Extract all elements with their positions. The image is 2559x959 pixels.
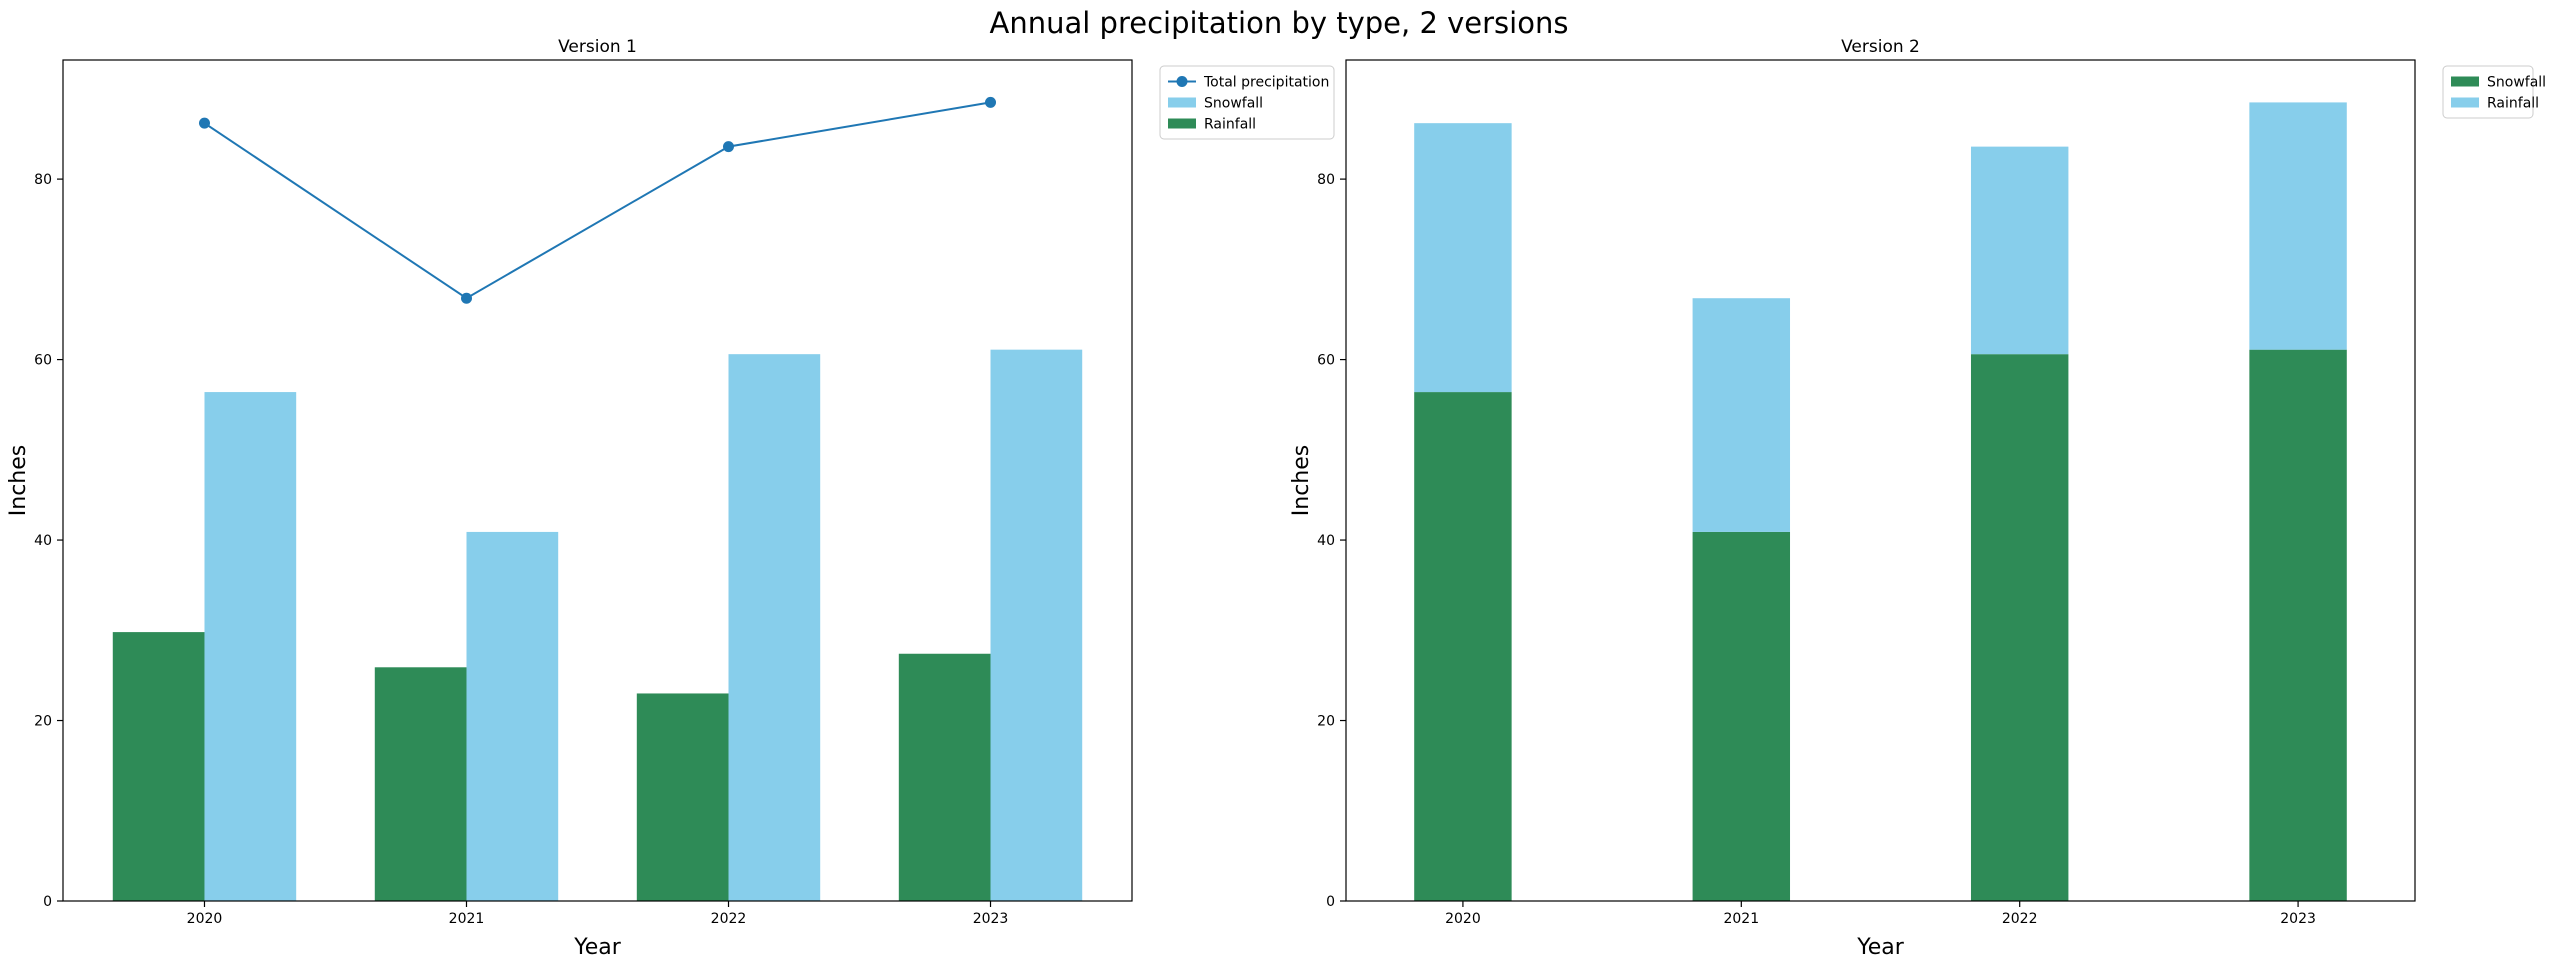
point-total-2022 — [723, 141, 734, 153]
bar-snowfall-2022 — [1970, 354, 2069, 901]
y-tick-label: 0 — [1326, 894, 1335, 910]
x-axis-label: Year — [573, 935, 622, 959]
legend-marker-total-precipitation — [1176, 76, 1188, 87]
bar-rainfall-2020 — [1414, 123, 1512, 393]
legend: Snowfall Rainfall — [2442, 65, 2546, 119]
bar-snowfall-2021 — [1692, 531, 1791, 901]
legend-label-rainfall: Rainfall — [1204, 117, 1256, 133]
legend-label-rainfall: Rainfall — [2487, 96, 2539, 112]
legend-swatch-snowfall — [2451, 76, 2479, 87]
bar-rainfall-2022 — [636, 693, 729, 901]
figure-title: Annual precipitation by type, 2 versions — [990, 6, 1569, 40]
y-axis-label: Inches — [6, 445, 31, 516]
x-tick-label-2022: 2022 — [2002, 911, 2038, 927]
y-tick-label: 80 — [34, 172, 52, 188]
x-tick-label-2022: 2022 — [711, 911, 747, 927]
bar-snowfall-2020 — [204, 392, 297, 901]
legend-label-snowfall: Snowfall — [2487, 75, 2546, 91]
bar-rainfall-2021 — [1692, 298, 1791, 532]
legend: Total precipitation Snowfall Rainfall — [1159, 65, 1335, 140]
bar-rainfall-2023 — [898, 653, 991, 901]
point-total-2023 — [985, 96, 997, 108]
x-axis-label: Year — [1856, 935, 1905, 959]
x-tick-label-2020: 2020 — [1445, 911, 1481, 927]
y-tick-label: 40 — [34, 533, 52, 549]
x-tick-label-2023: 2023 — [973, 911, 1009, 927]
y-tick-label: 0 — [43, 894, 52, 910]
legend-swatch-snowfall — [1168, 97, 1196, 108]
legend-swatch-rainfall — [2451, 97, 2479, 108]
bar-snowfall-2020 — [1414, 392, 1512, 901]
axes-frame — [62, 59, 1133, 902]
x-tick-label-2020: 2020 — [187, 911, 223, 927]
bar-rainfall-2021 — [374, 667, 467, 901]
x-tick-label-2023: 2023 — [2280, 911, 2316, 927]
chart-panel-version-1: 0 20 40 60 80 2020 2021 2022 2023 Version 1 Year In… — [6, 37, 1335, 959]
series-line-total-precipitation — [203, 101, 991, 300]
y-axis-label: Inches — [1289, 445, 1314, 516]
legend-swatch-rainfall — [1168, 118, 1196, 129]
x-tick-label-2021: 2021 — [449, 911, 485, 927]
panel-title: Version 2 — [1841, 37, 1920, 57]
y-tick-label: 60 — [34, 353, 52, 369]
bar-snowfall-2022 — [728, 354, 821, 901]
bar-rainfall-2022 — [1970, 146, 2069, 355]
y-tick-label: 40 — [1317, 533, 1335, 549]
legend-box — [1159, 65, 1335, 140]
y-tick-label: 20 — [1317, 714, 1335, 730]
legend-label-snowfall: Snowfall — [1204, 96, 1263, 112]
bar-snowfall-2021 — [466, 531, 559, 901]
bar-rainfall-2020 — [112, 632, 205, 901]
x-tick-label-2021: 2021 — [1723, 911, 1759, 927]
point-total-2021 — [461, 292, 472, 304]
point-total-2020 — [198, 117, 210, 129]
y-tick-label: 20 — [34, 714, 52, 730]
bar-rainfall-2023 — [2249, 102, 2347, 350]
y-tick-label: 80 — [1317, 172, 1335, 188]
axes-frame — [1345, 59, 2416, 902]
legend-label-total-precipitation: Total precipitation — [1203, 75, 1329, 91]
bar-snowfall-2023 — [990, 349, 1083, 901]
bar-snowfall-2023 — [2249, 349, 2347, 901]
y-tick-label: 60 — [1317, 353, 1335, 369]
chart-panel-version-2: 0 20 40 60 80 2020 2021 2022 2023 Version 2 Year In… — [1289, 37, 2546, 959]
panel-title: Version 1 — [558, 37, 637, 57]
